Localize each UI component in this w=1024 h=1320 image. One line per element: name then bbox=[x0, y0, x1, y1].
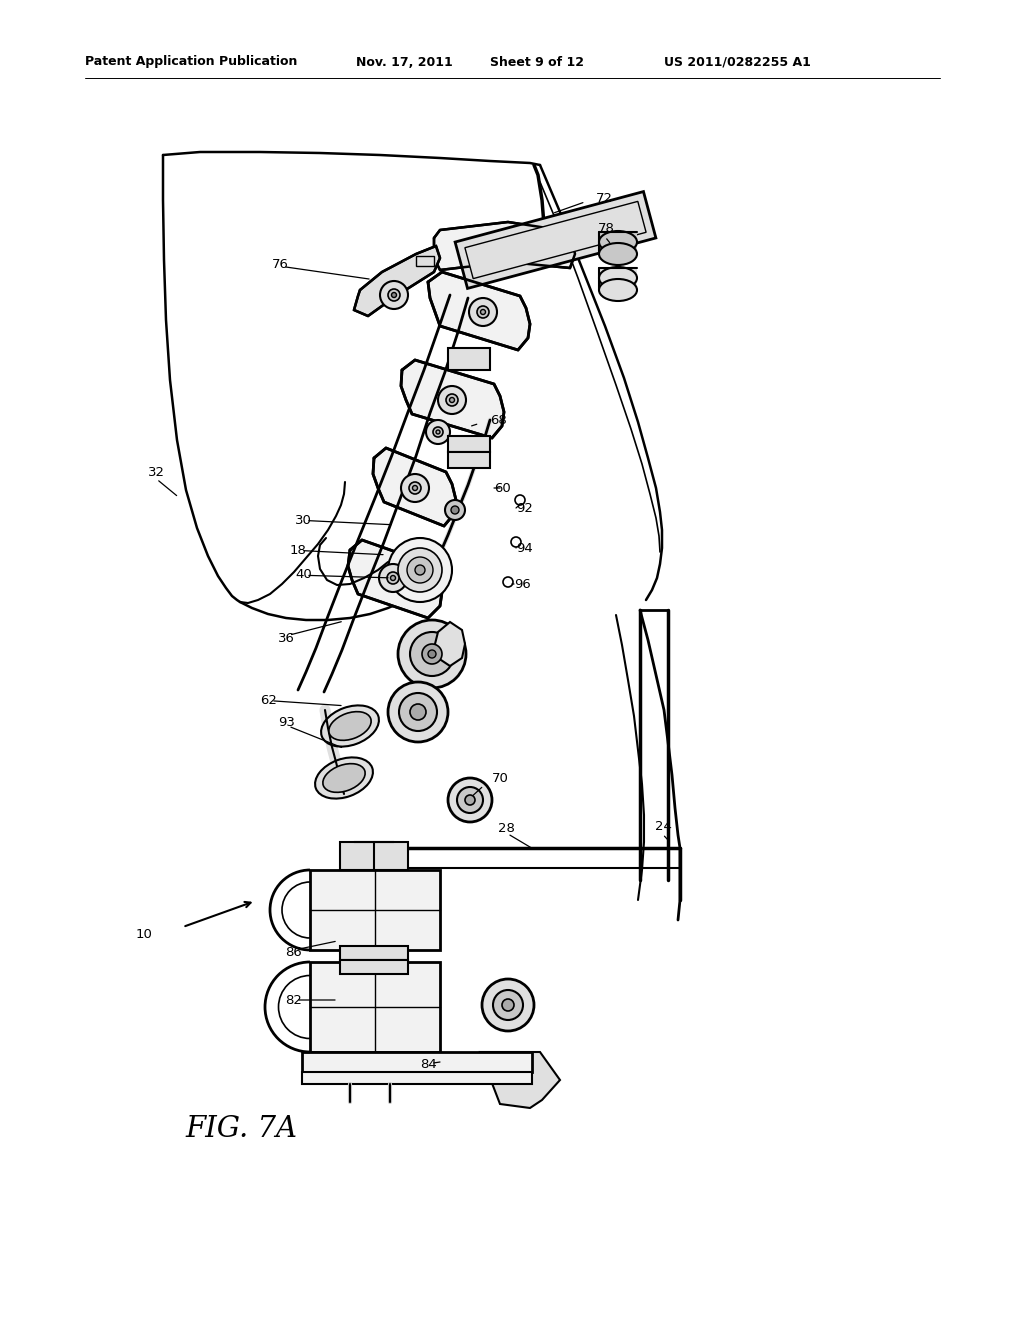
Bar bbox=[340, 960, 408, 974]
Text: 68: 68 bbox=[490, 413, 507, 426]
Text: 96: 96 bbox=[514, 578, 530, 590]
Ellipse shape bbox=[322, 705, 379, 747]
Polygon shape bbox=[348, 540, 442, 618]
Bar bbox=[455, 191, 656, 288]
Bar bbox=[302, 1072, 532, 1084]
Circle shape bbox=[457, 787, 483, 813]
Ellipse shape bbox=[315, 758, 373, 799]
Text: FIG. 7A: FIG. 7A bbox=[185, 1115, 297, 1143]
Circle shape bbox=[480, 309, 485, 314]
Circle shape bbox=[465, 795, 475, 805]
Circle shape bbox=[511, 537, 521, 546]
Circle shape bbox=[428, 649, 436, 657]
Circle shape bbox=[477, 306, 489, 318]
Circle shape bbox=[407, 557, 433, 583]
Bar bbox=[310, 962, 440, 1052]
Ellipse shape bbox=[599, 279, 637, 301]
Polygon shape bbox=[401, 360, 504, 438]
Polygon shape bbox=[354, 246, 440, 315]
Circle shape bbox=[398, 620, 466, 688]
Circle shape bbox=[482, 979, 534, 1031]
Ellipse shape bbox=[599, 243, 637, 265]
Polygon shape bbox=[435, 622, 465, 667]
Bar bbox=[465, 202, 646, 279]
Text: Nov. 17, 2011: Nov. 17, 2011 bbox=[356, 55, 453, 69]
Circle shape bbox=[390, 576, 395, 581]
Text: 72: 72 bbox=[596, 191, 613, 205]
Circle shape bbox=[401, 474, 429, 502]
Text: 82: 82 bbox=[285, 994, 302, 1006]
Circle shape bbox=[388, 682, 449, 742]
Text: 32: 32 bbox=[148, 466, 165, 479]
Circle shape bbox=[380, 281, 408, 309]
Circle shape bbox=[493, 990, 523, 1020]
Circle shape bbox=[413, 486, 418, 491]
Circle shape bbox=[426, 420, 450, 444]
Circle shape bbox=[379, 564, 407, 591]
Text: 60: 60 bbox=[494, 482, 511, 495]
Polygon shape bbox=[428, 272, 530, 350]
Text: 28: 28 bbox=[498, 821, 515, 834]
Circle shape bbox=[388, 539, 452, 602]
Ellipse shape bbox=[323, 764, 366, 792]
Bar bbox=[599, 232, 637, 253]
Text: 10: 10 bbox=[135, 928, 152, 940]
Circle shape bbox=[515, 495, 525, 506]
Circle shape bbox=[399, 693, 437, 731]
Text: 36: 36 bbox=[278, 631, 295, 644]
Text: 70: 70 bbox=[492, 771, 509, 784]
Text: 18: 18 bbox=[290, 544, 307, 557]
Bar bbox=[449, 436, 490, 451]
Circle shape bbox=[415, 565, 425, 576]
Text: 76: 76 bbox=[272, 259, 289, 272]
Text: US 2011/0282255 A1: US 2011/0282255 A1 bbox=[664, 55, 811, 69]
Text: 30: 30 bbox=[295, 513, 312, 527]
Bar bbox=[302, 1052, 532, 1072]
Circle shape bbox=[449, 777, 492, 822]
Polygon shape bbox=[480, 1052, 560, 1107]
Text: 92: 92 bbox=[516, 502, 532, 515]
Circle shape bbox=[446, 393, 458, 407]
Text: 24: 24 bbox=[655, 820, 672, 833]
Polygon shape bbox=[434, 222, 575, 271]
Circle shape bbox=[410, 704, 426, 719]
Polygon shape bbox=[373, 447, 456, 525]
Circle shape bbox=[398, 548, 442, 591]
Bar bbox=[599, 268, 637, 290]
Circle shape bbox=[438, 385, 466, 414]
Bar bbox=[340, 946, 408, 960]
Circle shape bbox=[469, 298, 497, 326]
Text: 40: 40 bbox=[295, 569, 311, 582]
Text: 78: 78 bbox=[598, 222, 614, 235]
Ellipse shape bbox=[599, 267, 637, 289]
Text: 62: 62 bbox=[260, 693, 276, 706]
Text: Sheet 9 of 12: Sheet 9 of 12 bbox=[490, 55, 584, 69]
Text: 93: 93 bbox=[278, 715, 295, 729]
Circle shape bbox=[388, 289, 400, 301]
Bar bbox=[340, 842, 408, 870]
Text: 94: 94 bbox=[516, 541, 532, 554]
Ellipse shape bbox=[329, 711, 371, 741]
Circle shape bbox=[433, 426, 443, 437]
Circle shape bbox=[409, 482, 421, 494]
Bar bbox=[449, 348, 490, 370]
Circle shape bbox=[436, 430, 440, 434]
Circle shape bbox=[451, 506, 459, 513]
Ellipse shape bbox=[599, 231, 637, 253]
Circle shape bbox=[445, 500, 465, 520]
Text: 84: 84 bbox=[420, 1059, 437, 1072]
Text: 86: 86 bbox=[285, 945, 302, 958]
Bar bbox=[416, 256, 434, 267]
Circle shape bbox=[387, 572, 399, 583]
Text: Patent Application Publication: Patent Application Publication bbox=[85, 55, 297, 69]
Circle shape bbox=[391, 293, 396, 297]
Circle shape bbox=[422, 644, 442, 664]
Bar bbox=[310, 870, 440, 950]
Circle shape bbox=[450, 397, 455, 403]
Circle shape bbox=[410, 632, 454, 676]
Circle shape bbox=[502, 999, 514, 1011]
Circle shape bbox=[503, 577, 513, 587]
Bar bbox=[449, 451, 490, 469]
